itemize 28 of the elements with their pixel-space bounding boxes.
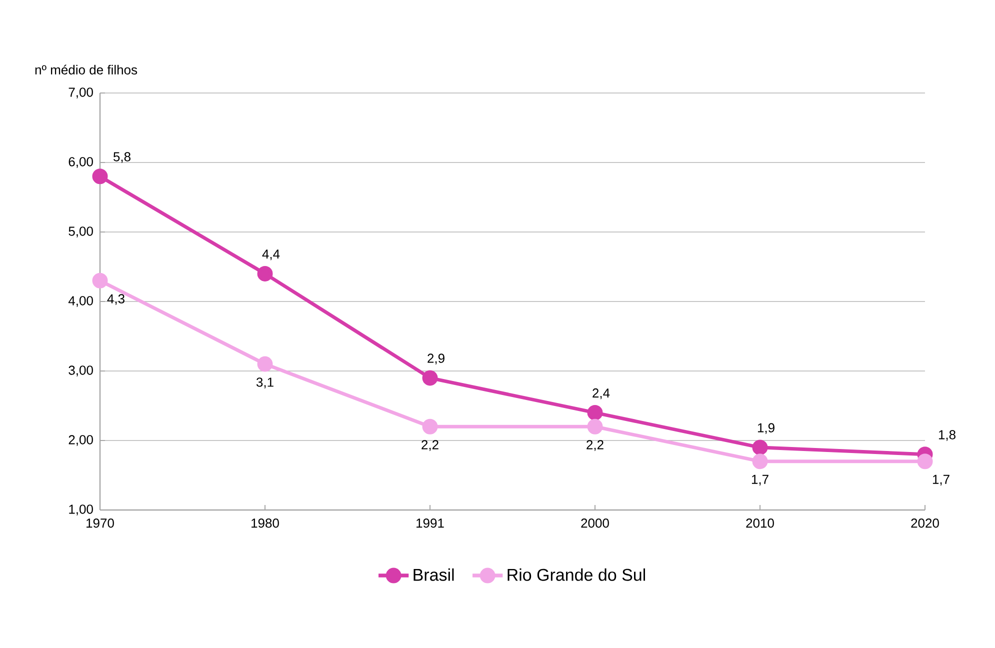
data-label: 4,3 (107, 294, 124, 305)
y-tick-label: 7,00 (68, 88, 93, 98)
data-label: 4,4 (262, 250, 280, 260)
data-label: 1,8 (938, 430, 956, 441)
y-tick-label: 2,00 (68, 435, 93, 446)
data-label: 5,8 (113, 152, 130, 163)
y-tick-label: 3,00 (68, 366, 93, 376)
x-tick-label: 2000 (581, 518, 609, 528)
y-tick-label: 5,00 (68, 226, 93, 238)
data-label: 2,4 (592, 388, 610, 400)
data-label: 2,9 (428, 354, 444, 364)
x-tick-label: 1980 (252, 518, 279, 528)
x-tick-label: 1991 (416, 518, 444, 528)
legend-label: Brasil (414, 568, 454, 581)
data-label: 2,2 (422, 440, 438, 451)
data-label: 2,2 (586, 440, 604, 451)
y-tick-label: 4,00 (68, 296, 93, 307)
data-label: 3,1 (256, 378, 274, 388)
data-label: 1,7 (932, 474, 950, 486)
y-tick-label: 6,00 (68, 157, 93, 168)
legend-label: Rio Grande do Sul (508, 568, 646, 581)
data-label: 1,7 (752, 474, 768, 486)
data-label: 1,9 (758, 423, 774, 434)
x-tick-label: 2020 (911, 518, 939, 528)
x-tick-label: 2010 (746, 518, 774, 528)
y-tick-label: 1,00 (69, 504, 93, 516)
x-tick-label: 1970 (86, 518, 114, 528)
y-axis-title: nº médio de filhos (35, 64, 138, 74)
